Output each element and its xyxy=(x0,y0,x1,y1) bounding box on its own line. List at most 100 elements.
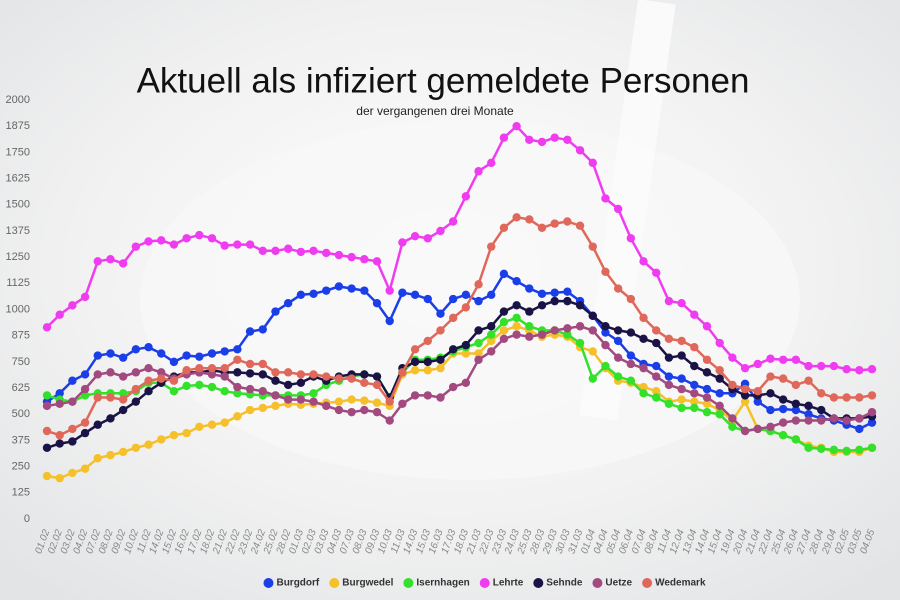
data-point xyxy=(601,194,610,203)
data-point xyxy=(639,382,648,392)
data-point xyxy=(80,292,90,302)
data-point xyxy=(195,363,204,373)
data-point xyxy=(588,326,597,335)
data-point xyxy=(334,397,344,406)
y-tick-label: 1250 xyxy=(6,251,30,263)
data-point xyxy=(690,380,699,390)
y-tick-label: 250 xyxy=(12,461,30,473)
data-point xyxy=(563,217,572,226)
data-point xyxy=(702,368,712,377)
data-point xyxy=(613,353,623,362)
data-point xyxy=(778,431,788,440)
data-point xyxy=(448,382,458,392)
data-point xyxy=(258,325,267,334)
data-point xyxy=(753,359,762,369)
data-point xyxy=(448,294,458,304)
data-point xyxy=(461,340,471,350)
data-point xyxy=(804,416,813,425)
data-point xyxy=(461,290,471,300)
data-point xyxy=(728,422,737,432)
data-point xyxy=(106,349,115,358)
data-point xyxy=(575,301,585,310)
legend-label: Burgwedel xyxy=(342,578,393,589)
data-point xyxy=(309,389,318,398)
data-point xyxy=(80,428,90,438)
data-point xyxy=(55,310,64,319)
data-point xyxy=(740,391,750,400)
data-point xyxy=(182,366,191,375)
data-point xyxy=(487,242,496,251)
data-point xyxy=(702,399,712,408)
data-point xyxy=(766,405,775,415)
data-point xyxy=(563,330,572,339)
data-point xyxy=(525,322,534,331)
data-point xyxy=(93,454,102,463)
data-point xyxy=(829,414,839,423)
data-point xyxy=(626,351,636,360)
data-point xyxy=(334,250,344,260)
data-point xyxy=(766,372,775,381)
data-point xyxy=(525,307,534,316)
data-point xyxy=(182,234,191,243)
legend-marker xyxy=(329,578,340,588)
data-point xyxy=(588,347,597,356)
data-point xyxy=(182,428,191,438)
data-point xyxy=(474,296,483,306)
data-point xyxy=(245,405,255,415)
data-point xyxy=(867,418,877,427)
data-point xyxy=(80,418,90,427)
data-point xyxy=(410,231,420,241)
data-point xyxy=(728,414,737,423)
data-point xyxy=(106,414,115,423)
data-point xyxy=(398,368,407,377)
data-point xyxy=(487,347,496,356)
data-point xyxy=(804,401,813,411)
data-point xyxy=(626,359,636,369)
data-point xyxy=(677,299,686,308)
data-point xyxy=(563,135,572,145)
data-point xyxy=(385,397,394,406)
data-point xyxy=(68,437,77,446)
data-point xyxy=(233,355,242,364)
data-point xyxy=(68,376,77,385)
data-point xyxy=(474,338,483,348)
data-point xyxy=(791,435,801,444)
data-point xyxy=(157,435,166,444)
data-point xyxy=(652,326,661,335)
y-tick-label: 1875 xyxy=(6,120,30,132)
data-point xyxy=(144,363,153,373)
data-point xyxy=(804,443,813,452)
legend-label: Sehnde xyxy=(546,578,583,589)
data-point xyxy=(233,389,242,398)
data-point xyxy=(791,399,801,408)
data-point xyxy=(448,345,458,354)
data-point xyxy=(753,387,762,396)
data-point xyxy=(728,380,737,390)
data-point xyxy=(144,376,153,385)
data-point xyxy=(334,405,344,415)
data-point xyxy=(537,223,547,232)
data-point xyxy=(601,361,610,371)
data-point xyxy=(677,336,686,346)
data-point xyxy=(423,336,432,346)
data-point xyxy=(652,387,661,396)
legend-marker xyxy=(479,578,490,588)
data-point xyxy=(322,372,331,381)
data-point xyxy=(118,447,128,457)
data-point xyxy=(220,418,229,427)
data-point xyxy=(588,311,597,320)
data-point xyxy=(690,361,699,371)
legend-marker xyxy=(263,578,274,588)
data-point xyxy=(512,277,521,286)
data-point xyxy=(461,303,471,312)
data-point xyxy=(283,368,293,377)
data-point xyxy=(42,391,52,400)
data-point xyxy=(93,370,102,379)
data-point xyxy=(131,443,141,452)
data-point xyxy=(42,323,52,332)
data-point xyxy=(309,289,318,298)
data-point xyxy=(436,226,445,236)
data-point xyxy=(157,374,166,383)
data-point xyxy=(372,380,382,390)
